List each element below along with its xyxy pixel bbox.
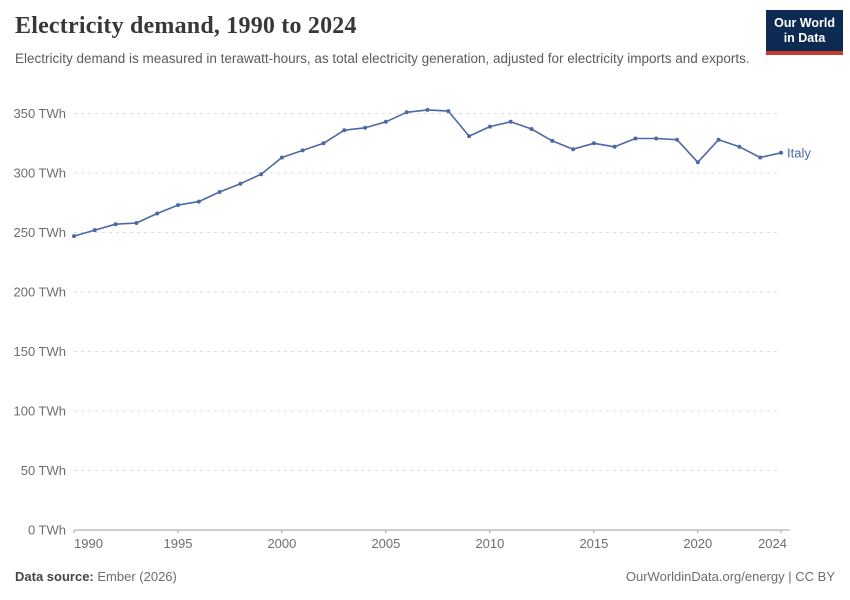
owid-logo-line1: Our World	[774, 16, 835, 30]
attribution: OurWorldinData.org/energy | CC BY	[626, 569, 835, 584]
license-label: CC BY	[795, 569, 835, 584]
data-point[interactable]	[467, 134, 472, 139]
data-point[interactable]	[113, 222, 118, 227]
data-point[interactable]	[550, 138, 555, 143]
data-point[interactable]	[196, 199, 201, 204]
data-source: Data source: Ember (2026)	[15, 569, 177, 584]
data-point[interactable]	[737, 144, 742, 149]
data-point[interactable]	[176, 203, 180, 208]
x-tick-label: 2000	[267, 536, 296, 551]
data-point[interactable]	[779, 150, 783, 155]
data-point[interactable]	[363, 125, 368, 130]
x-tick-label: 2005	[371, 536, 400, 551]
data-point[interactable]	[238, 181, 243, 186]
y-tick-label: 150 TWh	[13, 344, 66, 359]
y-tick-label: 350 TWh	[13, 106, 66, 121]
data-point[interactable]	[508, 119, 513, 124]
owid-energy-link[interactable]: OurWorldinData.org/energy	[625, 569, 785, 584]
x-tick-label: 2010	[475, 536, 504, 551]
x-tick-label: 2020	[683, 536, 712, 551]
y-tick-label: 300 TWh	[13, 166, 66, 181]
owid-logo-line2: in Data	[783, 31, 826, 45]
data-point[interactable]	[72, 234, 76, 239]
data-point[interactable]	[758, 155, 763, 160]
x-tick-label: 2015	[579, 536, 608, 551]
chart-footer: Data source: Ember (2026) OurWorldinData…	[15, 569, 835, 584]
data-point[interactable]	[675, 137, 679, 142]
data-source-value: Ember (2026)	[97, 569, 177, 584]
data-point[interactable]	[155, 211, 160, 216]
data-point[interactable]	[695, 160, 700, 165]
data-point[interactable]	[612, 144, 617, 149]
x-tick-label: 1990	[74, 536, 103, 551]
data-point[interactable]	[633, 136, 638, 141]
data-point[interactable]	[383, 119, 388, 124]
data-point[interactable]	[654, 136, 659, 141]
data-point[interactable]	[529, 127, 534, 131]
data-point[interactable]	[446, 109, 451, 114]
y-tick-label: 0 TWh	[28, 523, 66, 538]
data-point[interactable]	[217, 190, 222, 194]
page-title: Electricity demand, 1990 to 2024	[15, 13, 357, 39]
data-point[interactable]	[92, 228, 97, 233]
x-tick-label: 2024	[758, 536, 787, 551]
attribution-divider: |	[788, 569, 792, 584]
data-point[interactable]	[487, 124, 492, 129]
data-point[interactable]	[425, 107, 430, 112]
chart-subtitle: Electricity demand is measured in terawa…	[15, 51, 750, 66]
data-source-label: Data source:	[15, 569, 94, 584]
owid-logo[interactable]: Our World in Data	[766, 10, 843, 55]
y-tick-label: 200 TWh	[13, 285, 66, 300]
y-tick-label: 250 TWh	[13, 225, 66, 240]
data-point[interactable]	[134, 221, 139, 225]
data-point[interactable]	[716, 137, 721, 142]
entity-label[interactable]: Italy	[787, 145, 811, 160]
data-point[interactable]	[279, 155, 284, 160]
y-tick-label: 50 TWh	[21, 463, 66, 478]
x-tick-label: 1995	[164, 536, 193, 551]
chart-header: Electricity demand, 1990 to 2024 Electri…	[15, 12, 765, 68]
data-point[interactable]	[342, 128, 347, 133]
data-point[interactable]	[591, 141, 596, 146]
data-point[interactable]	[404, 110, 409, 115]
data-point[interactable]	[321, 141, 326, 146]
data-point[interactable]	[571, 147, 576, 152]
y-tick-label: 100 TWh	[13, 404, 66, 419]
data-point[interactable]	[300, 148, 305, 153]
data-point[interactable]	[259, 172, 264, 177]
